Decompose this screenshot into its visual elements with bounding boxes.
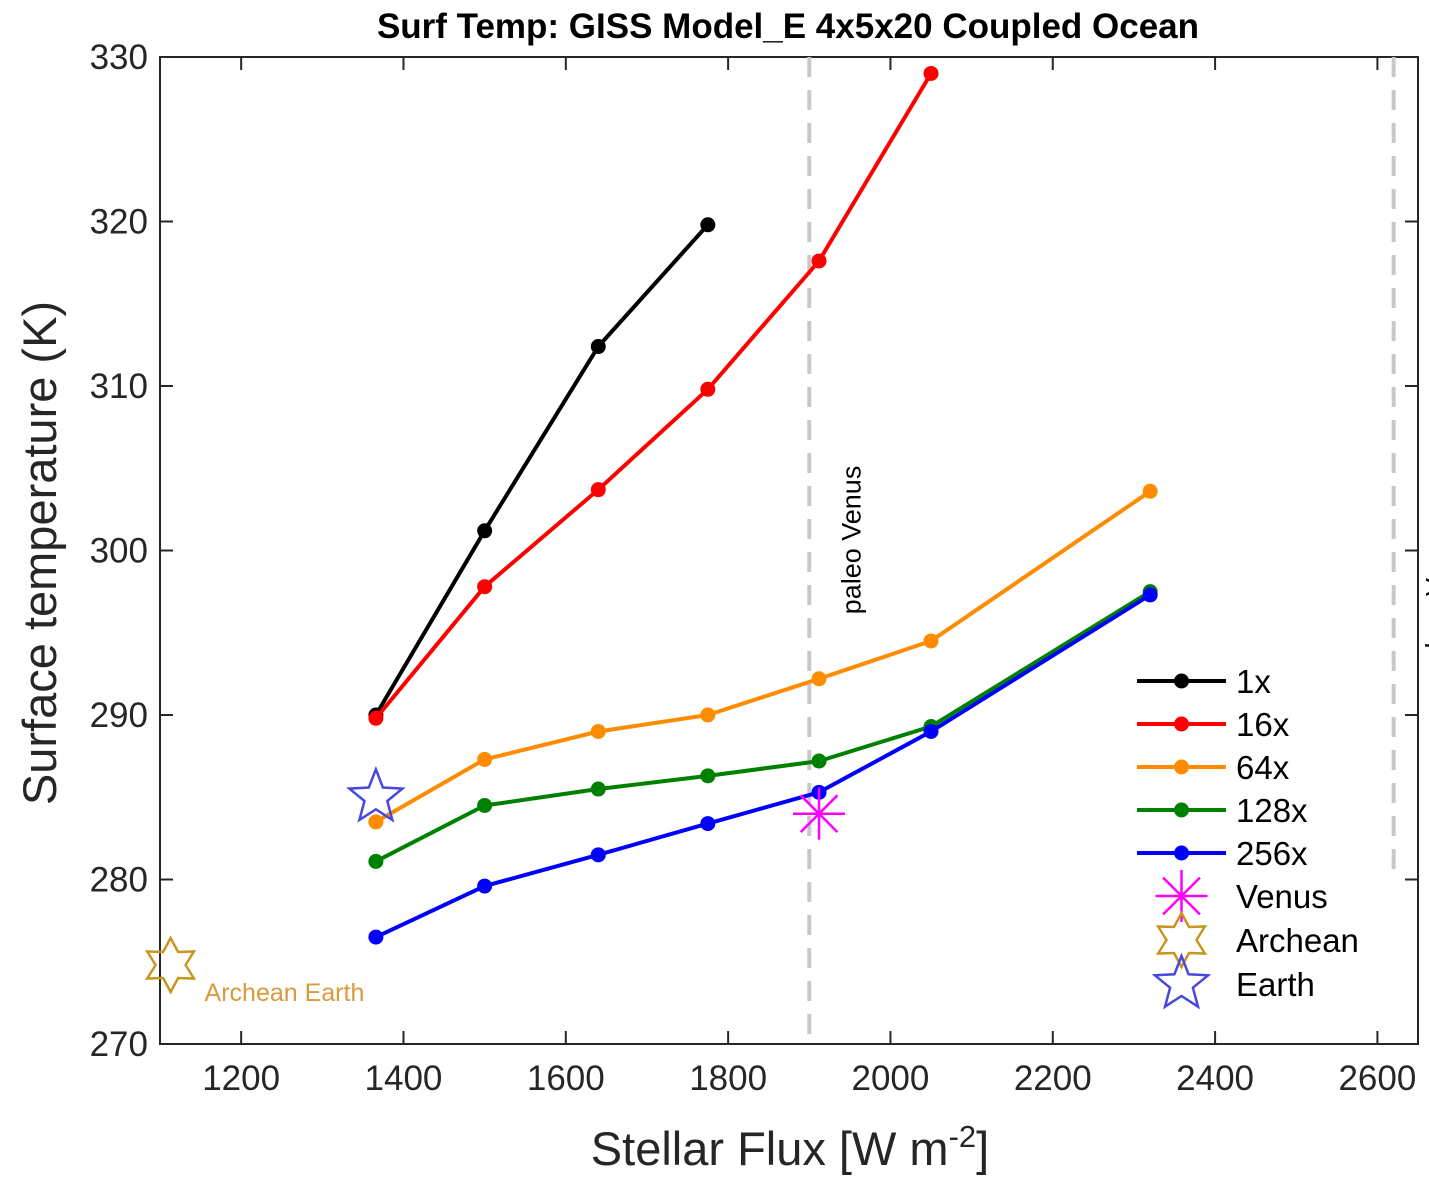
data-point-256x [477, 878, 493, 894]
legend-marker-128x [1174, 802, 1189, 818]
data-point-64x [923, 633, 939, 649]
data-point-16x [700, 381, 716, 397]
plot-area: 1200 1400 1600 1800 2000 2200 2400 2600 270 280 29… [90, 38, 1429, 1098]
x-tick-label: 1800 [689, 1059, 767, 1098]
x-tick-label: 1400 [365, 1059, 443, 1098]
y-tick-label: 280 [90, 861, 148, 900]
data-point-16x [368, 710, 384, 726]
legend-label: Archean [1236, 922, 1359, 959]
data-point-256x [923, 723, 939, 739]
legend-label: 16x [1236, 706, 1290, 743]
data-point-256x [1142, 587, 1158, 603]
data-point-128x [811, 753, 827, 769]
chart-title: Surf Temp: GISS Model_E 4x5x20 Coupled O… [377, 7, 1199, 46]
y-tick-label: 330 [90, 38, 148, 77]
y-tick-label: 320 [90, 203, 148, 242]
legend-label: 64x [1236, 749, 1290, 786]
data-point-256x [368, 929, 384, 945]
reference-line-label: modern Venus [1421, 521, 1429, 695]
reference-line-label: paleo Venus [836, 466, 866, 615]
data-point-1x [477, 523, 493, 539]
data-point-1x [700, 217, 716, 233]
data-point-16x [811, 253, 827, 269]
data-point-128x [590, 781, 606, 797]
archean-marker [144, 935, 197, 995]
x-tick-label: 2000 [852, 1059, 930, 1098]
legend-label: 256x [1236, 835, 1308, 872]
data-point-64x [811, 671, 827, 687]
legend-label: Earth [1236, 966, 1315, 1003]
legend-marker-earth [1151, 952, 1212, 1010]
legend-marker-16x [1174, 716, 1189, 732]
y-tick-label: 270 [90, 1025, 148, 1064]
series-line-128x [374, 589, 1152, 864]
legend-label: 128x [1236, 792, 1308, 829]
legend-marker-archean [1155, 910, 1208, 970]
legend-marker-1x [1174, 673, 1189, 689]
data-point-64x [368, 814, 384, 830]
venus-marker [793, 787, 846, 840]
y-tick-label: 310 [90, 367, 148, 406]
x-tick-label: 1600 [527, 1059, 605, 1098]
marker-annotation: Archean Earth [205, 979, 365, 1007]
data-point-16x [477, 579, 493, 595]
x-tick-label: 2200 [1014, 1059, 1092, 1098]
x-axis-label: Stellar Flux [W m-2] [591, 1119, 989, 1175]
y-tick-label: 300 [90, 532, 148, 571]
data-point-64x [1142, 483, 1158, 499]
data-point-1x [590, 339, 606, 355]
data-point-128x [477, 797, 493, 813]
data-point-256x [590, 847, 606, 863]
y-axis-label: Surface temperature (K) [13, 301, 66, 805]
data-point-128x [700, 768, 716, 784]
x-tick-label: 2400 [1176, 1059, 1254, 1098]
y-tick-label: 290 [90, 696, 148, 735]
data-point-256x [700, 816, 716, 832]
axes-box [159, 56, 1419, 1045]
x-tick-label: 2600 [1338, 1059, 1416, 1098]
series-line-16x [374, 72, 933, 720]
x-axis-label-end: ] [976, 1122, 989, 1175]
legend-marker-venus-stroke [1162, 876, 1201, 916]
series-line-1x [374, 223, 710, 717]
venus-marker-stroke [799, 794, 839, 833]
data-point-64x [590, 723, 606, 739]
legend-label: 1x [1236, 663, 1271, 700]
series-line-64x [374, 489, 1152, 824]
legend-marker-256x [1174, 845, 1189, 861]
x-tick-label: 1200 [202, 1059, 280, 1098]
earth-marker [346, 765, 406, 823]
legend-label: Venus [1236, 878, 1328, 915]
x-axis-label-main: Stellar Flux [W m [591, 1122, 949, 1175]
x-axis-label-superscript: -2 [949, 1119, 977, 1154]
data-point-16x [590, 482, 606, 498]
data-point-16x [923, 65, 939, 81]
legend-marker-64x [1174, 759, 1189, 775]
data-point-128x [368, 853, 384, 869]
data-point-64x [477, 751, 493, 767]
data-point-64x [700, 707, 716, 723]
